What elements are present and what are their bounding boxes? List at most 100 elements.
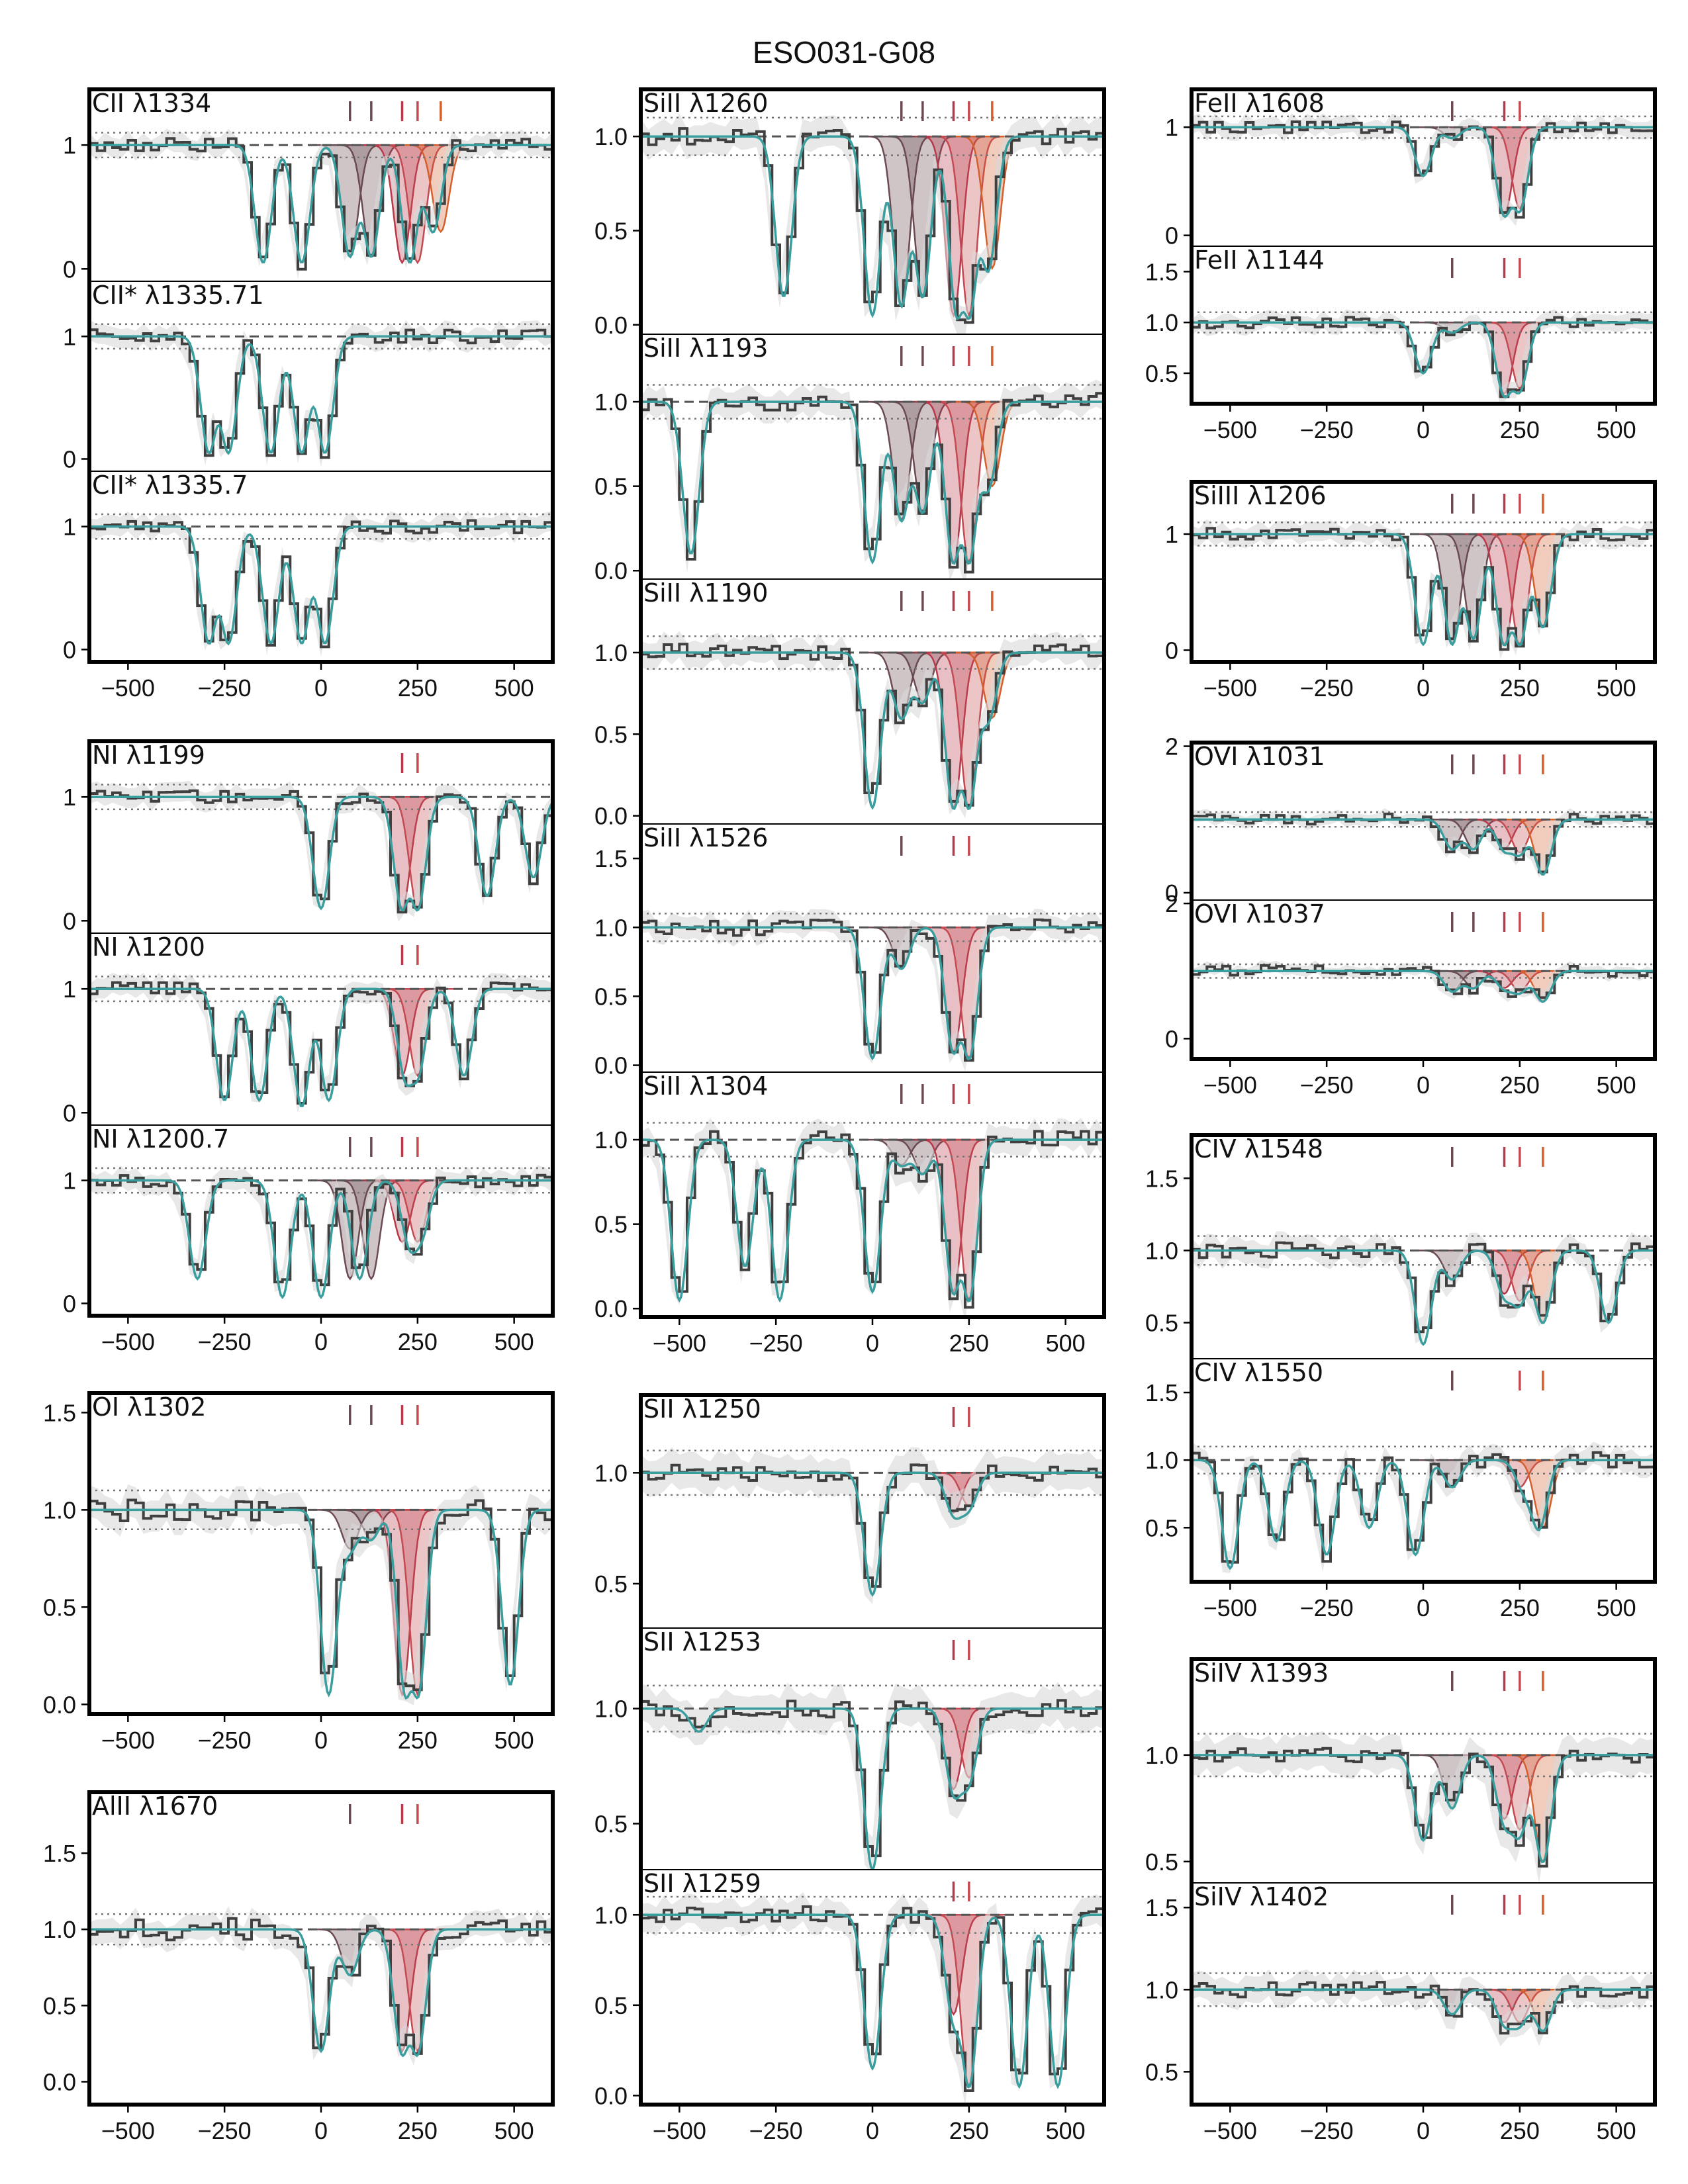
y-tick-label: 0.0 — [594, 1295, 628, 1322]
panel-plot-area — [89, 510, 553, 657]
y-tick-label: 0.0 — [594, 557, 628, 584]
y-tick-label: 0.0 — [43, 1691, 76, 1718]
x-tick-label: 250 — [949, 1330, 989, 1357]
ion-label: SiIII λ1206 — [1194, 481, 1327, 510]
panel-plot-area — [641, 909, 1104, 1071]
panel-plot-area — [1192, 519, 1655, 659]
y-tick-label: 0.5 — [594, 473, 628, 500]
y-tick-label: 0.5 — [43, 1594, 76, 1621]
ion-label: NI λ1199 — [92, 741, 205, 770]
x-tick-label: −250 — [198, 2117, 252, 2144]
panel-plot-area — [1192, 808, 1655, 878]
x-tick-label: −500 — [1203, 1594, 1257, 1621]
y-tick-label: 1 — [63, 323, 76, 350]
y-tick-label: 0.5 — [1145, 360, 1178, 387]
y-tick-label: 0.0 — [43, 2068, 76, 2095]
y-tick-label: 0 — [63, 445, 76, 473]
panel-plot-area — [641, 631, 1104, 819]
y-tick-label: 1 — [63, 514, 76, 541]
model-curve — [641, 135, 1104, 321]
ion-label: SiII λ1526 — [643, 823, 768, 852]
y-tick-label: 1.0 — [594, 1696, 628, 1723]
x-tick-label: −500 — [653, 2117, 706, 2144]
ion-label: SII λ1250 — [643, 1394, 761, 1424]
x-tick-label: −500 — [653, 1330, 706, 1357]
model-curve — [1192, 970, 1655, 1003]
x-tick-label: −500 — [1203, 416, 1257, 443]
ion-label: OVI λ1031 — [1194, 742, 1325, 771]
model-curve — [1192, 1754, 1655, 1864]
y-tick-label: 1.5 — [1145, 1379, 1178, 1406]
x-tick-label: 250 — [1500, 674, 1540, 702]
spectrum-data — [1192, 1981, 1655, 2035]
x-tick-label: −500 — [101, 2117, 155, 2144]
model-curve — [1192, 321, 1655, 399]
y-tick-label: 0.5 — [594, 1211, 628, 1238]
y-tick-label: 1.5 — [43, 1840, 76, 1867]
y-tick-label: 1.0 — [594, 639, 628, 666]
y-tick-label: 1.0 — [594, 388, 628, 416]
model-curve — [1192, 1249, 1655, 1346]
x-tick-label: 0 — [314, 1727, 328, 1754]
error-band — [641, 1447, 1104, 1604]
error-band — [641, 1118, 1104, 1317]
y-tick-label: 2 — [1165, 890, 1178, 917]
x-tick-label: −250 — [1300, 674, 1354, 702]
y-tick-label: 0.0 — [594, 1052, 628, 1079]
y-tick-label: 0 — [1165, 222, 1178, 250]
ion-label: SiII λ1304 — [643, 1071, 768, 1101]
ion-label: SiII λ1260 — [643, 89, 768, 118]
x-tick-label: −500 — [1203, 674, 1257, 702]
y-tick-label: 0.0 — [594, 312, 628, 339]
x-tick-label: 500 — [1597, 1594, 1636, 1621]
spectrum-data — [1192, 527, 1655, 651]
ion-label: NI λ1200.7 — [92, 1124, 229, 1154]
ion-label: AlII λ1670 — [92, 1792, 218, 1821]
x-tick-label: 0 — [314, 1328, 328, 1355]
y-tick-label: 0.5 — [43, 1992, 76, 2019]
x-tick-label: 0 — [314, 2117, 328, 2144]
x-tick-label: −500 — [1203, 1071, 1257, 1099]
x-tick-label: 0 — [1417, 1071, 1430, 1099]
y-tick-label: 0 — [63, 255, 76, 283]
y-tick-label: 1 — [63, 976, 76, 1003]
y-tick-label: 0 — [63, 907, 76, 934]
ion-label: FeII λ1608 — [1194, 89, 1325, 118]
y-tick-label: 0 — [63, 636, 76, 663]
x-tick-label: −250 — [1300, 2117, 1354, 2144]
error-band — [641, 1892, 1104, 2105]
model-curve — [1192, 126, 1655, 218]
y-tick-label: 0.5 — [594, 983, 628, 1010]
x-tick-label: 500 — [494, 674, 534, 702]
y-tick-label: 0.5 — [1145, 1514, 1178, 1541]
spectrum-data — [1192, 1241, 1655, 1334]
y-tick-label: 0 — [63, 1290, 76, 1317]
model-curve — [1192, 818, 1655, 876]
panel-plot-area — [641, 113, 1104, 334]
figure-title: ESO031-G08 — [752, 35, 936, 69]
x-tick-label: 0 — [866, 1330, 879, 1357]
x-tick-label: −500 — [1203, 2117, 1257, 2144]
ion-label: SII λ1259 — [643, 1869, 761, 1898]
panel-plot-area — [1192, 309, 1655, 404]
model-curve — [89, 1179, 553, 1300]
y-tick-label: 0.5 — [594, 1810, 628, 1837]
ion-label: OVI λ1037 — [1194, 899, 1325, 929]
y-tick-label: 1.0 — [1145, 1237, 1178, 1264]
panel-plot-area — [89, 1484, 553, 1706]
y-tick-label: 0 — [1165, 637, 1178, 664]
x-tick-label: 500 — [1597, 416, 1636, 443]
y-tick-label: 1 — [63, 784, 76, 811]
model-curve — [89, 525, 553, 646]
x-tick-label: 500 — [1597, 1071, 1636, 1099]
group-frame — [87, 87, 555, 664]
ion-label: CII* λ1335.71 — [92, 281, 264, 310]
y-tick-label: 0 — [1165, 880, 1178, 907]
x-tick-label: −500 — [101, 1328, 155, 1355]
y-tick-label: 1.0 — [43, 1496, 76, 1524]
y-tick-label: 0.5 — [1145, 1848, 1178, 1876]
panel-plot-area — [641, 1682, 1104, 1870]
x-tick-label: −500 — [101, 1727, 155, 1754]
error-band — [1192, 808, 1655, 878]
error-band — [1192, 519, 1655, 659]
